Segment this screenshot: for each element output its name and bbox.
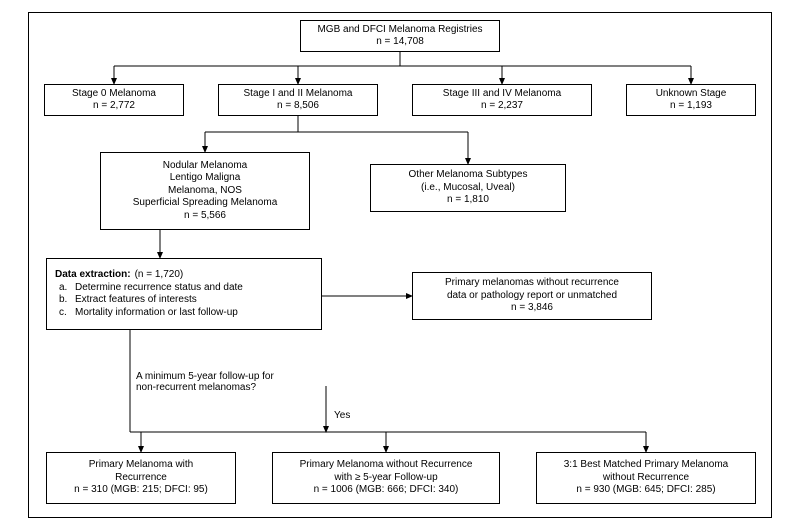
out2-n: n = 1006 (MGB: 666; DFCI: 340) — [314, 484, 459, 497]
unk-title: Unknown Stage — [656, 88, 727, 101]
stage12-n: n = 8,506 — [277, 100, 319, 113]
subB-l1: Other Melanoma Subtypes — [409, 169, 528, 182]
extract-list: a.Determine recurrence status and date b… — [55, 282, 243, 320]
unk-n: n = 1,193 — [670, 100, 712, 113]
root-title: MGB and DFCI Melanoma Registries — [317, 24, 482, 37]
node-stage34: Stage III and IV Melanoma n = 2,237 — [412, 84, 592, 116]
subA-l2: Lentigo Maligna — [170, 172, 241, 185]
extract-a: Determine recurrence status and date — [75, 282, 243, 295]
stage0-n: n = 2,772 — [93, 100, 135, 113]
node-unknown: Unknown Stage n = 1,193 — [626, 84, 756, 116]
extract-headn: (n = 1,720) — [135, 269, 184, 282]
subA-l1: Nodular Melanoma — [163, 160, 248, 173]
node-stage0: Stage 0 Melanoma n = 2,772 — [44, 84, 184, 116]
node-subtype-b: Other Melanoma Subtypes (i.e., Mucosal, … — [370, 164, 566, 212]
stage12-title: Stage I and II Melanoma — [244, 88, 353, 101]
stage34-title: Stage III and IV Melanoma — [443, 88, 561, 101]
out2-l1: Primary Melanoma without Recurrence — [300, 459, 473, 472]
extract-b: Extract features of interests — [75, 294, 197, 307]
norec-n: n = 3,846 — [511, 302, 553, 315]
node-data-extraction: Data extraction: (n = 1,720) a.Determine… — [46, 258, 322, 330]
out3-l2: without Recurrence — [603, 472, 689, 485]
norec-l1: Primary melanomas without recurrence — [445, 277, 619, 290]
out1-n: n = 310 (MGB: 215; DFCI: 95) — [74, 484, 208, 497]
node-out1: Primary Melanoma with Recurrence n = 310… — [46, 452, 236, 504]
lab-a: a. — [59, 282, 75, 295]
stage0-title: Stage 0 Melanoma — [72, 88, 156, 101]
root-n: n = 14,708 — [376, 36, 424, 49]
node-out2: Primary Melanoma without Recurrence with… — [272, 452, 500, 504]
subA-n: n = 5,566 — [184, 210, 226, 223]
out3-l1: 3:1 Best Matched Primary Melanoma — [564, 459, 729, 472]
extract-head-row: Data extraction: (n = 1,720) — [55, 269, 183, 282]
question-text: A minimum 5-year follow-up for non-recur… — [136, 371, 326, 393]
node-norec: Primary melanomas without recurrence dat… — [412, 272, 652, 320]
subA-l3: Melanoma, NOS — [168, 185, 242, 198]
stage34-n: n = 2,237 — [481, 100, 523, 113]
node-subtype-a: Nodular Melanoma Lentigo Maligna Melanom… — [100, 152, 310, 230]
lab-b: b. — [59, 294, 75, 307]
out1-l2: Recurrence — [115, 472, 167, 485]
out3-n: n = 930 (MGB: 645; DFCI: 285) — [576, 484, 715, 497]
q-l2: non-recurrent melanomas? — [136, 382, 326, 393]
yes-label: Yes — [334, 410, 350, 421]
extract-c: Mortality information or last follow-up — [75, 307, 238, 320]
subB-n: n = 1,810 — [447, 194, 489, 207]
lab-c: c. — [59, 307, 75, 320]
out2-l2: with ≥ 5-year Follow-up — [334, 472, 437, 485]
node-root: MGB and DFCI Melanoma Registries n = 14,… — [300, 20, 500, 52]
subA-l4: Superficial Spreading Melanoma — [133, 197, 278, 210]
norec-l2: data or pathology report or unmatched — [447, 290, 617, 303]
node-out3: 3:1 Best Matched Primary Melanoma withou… — [536, 452, 756, 504]
subB-l2: (i.e., Mucosal, Uveal) — [421, 182, 515, 195]
node-stage12: Stage I and II Melanoma n = 8,506 — [218, 84, 378, 116]
q-l1: A minimum 5-year follow-up for — [136, 371, 326, 382]
extract-head: Data extraction: — [55, 269, 131, 282]
out1-l1: Primary Melanoma with — [89, 459, 193, 472]
